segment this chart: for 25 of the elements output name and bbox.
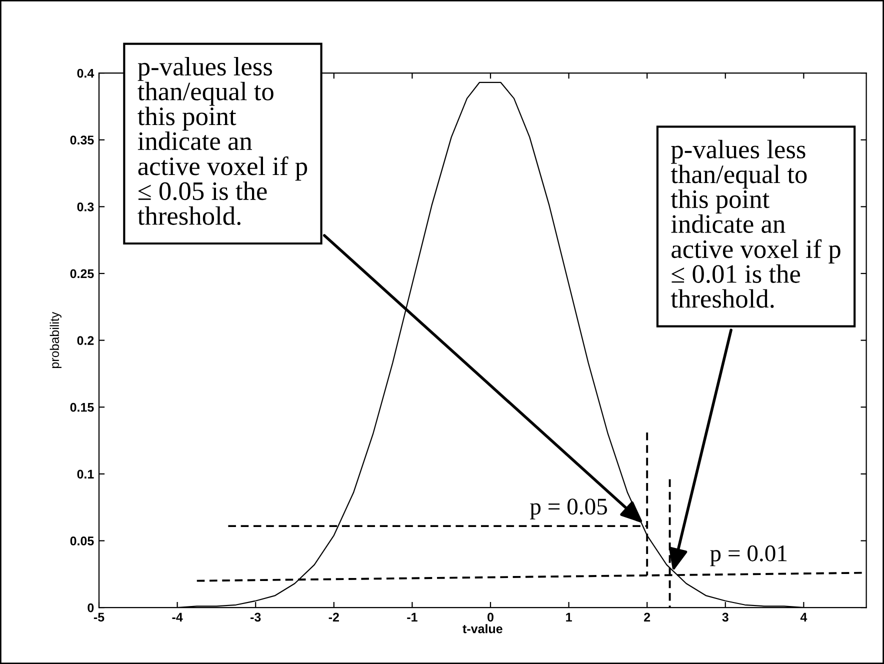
- y-tick-label: 0.4: [77, 68, 94, 78]
- annotation: p = 0.01: [710, 545, 787, 566]
- y-tick-label: 0.15: [70, 402, 94, 412]
- annotation: p-values less than/equal to this point indicate an active voxel if p ≤ 0.01 is the threshold.: [670, 140, 840, 308]
- y-tick-label: 0.25: [70, 269, 94, 278]
- y-tick-label: 0: [88, 603, 94, 612]
- x-tick-label: -5: [94, 612, 104, 622]
- y-tick-label: 0.35: [70, 136, 94, 145]
- x-tick-label: 0: [488, 612, 494, 622]
- y-tick-label: 0.3: [77, 202, 94, 212]
- annotation: p-values less than/equal to this point indicate an active voxel if p ≤ 0.05 is the threshold.: [138, 57, 308, 226]
- x-tick-label: -1: [407, 612, 418, 622]
- x-tick-label: 1: [566, 612, 572, 622]
- x-tick-label: 3: [722, 612, 728, 622]
- y-tick-label: 0.05: [70, 536, 94, 546]
- y-axis-title: probability: [50, 312, 62, 368]
- x-axis-title: t-value: [462, 624, 502, 634]
- y-tick-label: 0.2: [77, 336, 94, 345]
- y-tick-label: 0.1: [77, 470, 94, 479]
- annotation: p = 0.05: [530, 498, 607, 520]
- x-tick-label: -2: [328, 612, 339, 622]
- x-tick-label: 4: [800, 612, 808, 622]
- x-tick-label: -4: [172, 612, 183, 622]
- x-tick-label: -3: [250, 612, 261, 622]
- x-tick-label: 2: [644, 612, 650, 622]
